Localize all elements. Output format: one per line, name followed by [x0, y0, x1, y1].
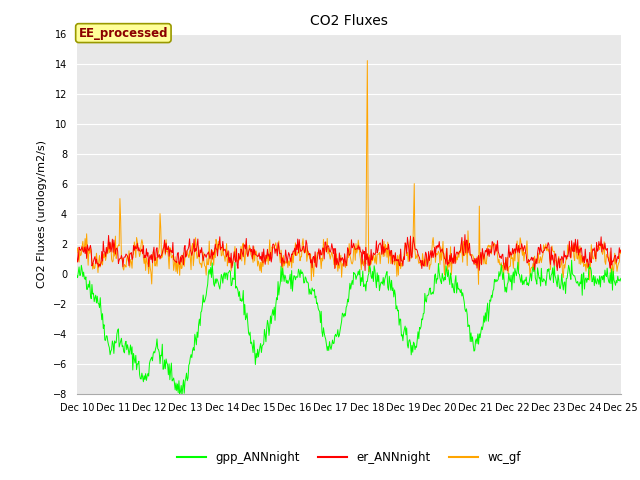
Legend: gpp_ANNnight, er_ANNnight, wc_gf: gpp_ANNnight, er_ANNnight, wc_gf — [172, 446, 526, 469]
Title: CO2 Fluxes: CO2 Fluxes — [310, 14, 388, 28]
Text: EE_processed: EE_processed — [79, 26, 168, 39]
Y-axis label: CO2 Fluxes (urology/m2/s): CO2 Fluxes (urology/m2/s) — [37, 140, 47, 288]
